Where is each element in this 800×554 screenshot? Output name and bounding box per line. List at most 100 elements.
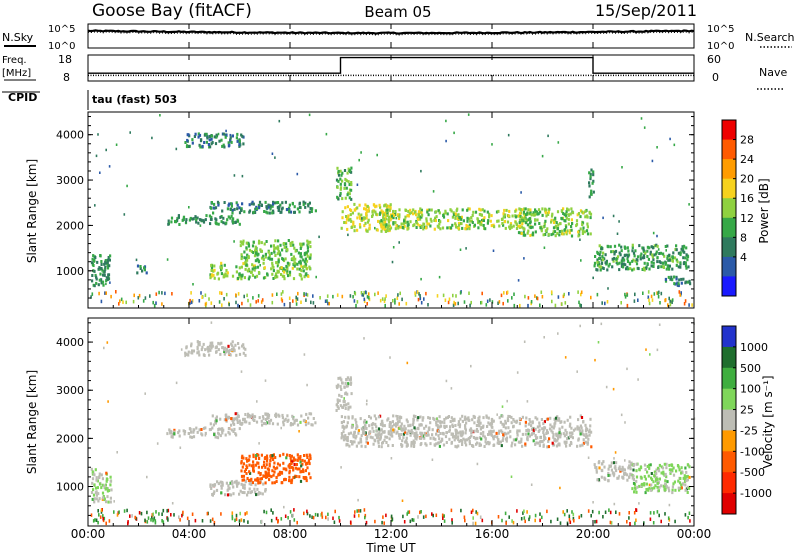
velocity-cell: [461, 443, 464, 446]
power-cell: [476, 218, 480, 222]
velocity-cell: [632, 481, 636, 485]
velocity-cell: [260, 519, 263, 524]
power-cell: [236, 207, 239, 211]
velocity-cell: [304, 469, 307, 473]
power-cell: [484, 227, 487, 231]
velocity-cell: [241, 483, 245, 487]
velocity-cell: [261, 465, 264, 469]
velocity-cell: [206, 345, 209, 349]
velocity-cell: [410, 444, 413, 448]
power-cell: [406, 220, 409, 224]
velocity-cell: [342, 403, 346, 407]
power-cell: [310, 210, 313, 213]
velocity-cell: [395, 414, 397, 418]
velocity-cell: [497, 438, 500, 442]
power-cell: [669, 137, 671, 141]
power-cell: [227, 215, 230, 219]
velocity-cell: [271, 422, 275, 426]
velocity-cell: [393, 428, 396, 432]
power-cell: [282, 290, 284, 294]
power-cell: [366, 204, 369, 208]
velocity-cell: [219, 352, 222, 356]
velocity-cell: [204, 431, 207, 435]
velocity-cell: [444, 435, 448, 439]
power-cell: [277, 239, 280, 243]
velocity-cell: [490, 423, 493, 427]
velocity-cell: [524, 442, 527, 446]
velocity-cell: [103, 484, 106, 488]
velocity-cell: [409, 433, 412, 437]
power-cell: [621, 262, 624, 266]
velocity-cell: [217, 341, 220, 345]
velocity-cell: [123, 509, 126, 513]
velocity-cell: [363, 424, 366, 428]
power-cell: [100, 260, 103, 263]
velocity-cell: [647, 487, 650, 491]
power-cell: [675, 258, 678, 262]
power-cell: [240, 253, 243, 257]
velocity-cell: [347, 382, 350, 386]
velocity-cell: [254, 478, 257, 482]
velocity-cell: [542, 422, 545, 426]
power-cell: [598, 265, 601, 269]
velocity-cell: [590, 430, 593, 434]
cpid-label: CPID: [8, 91, 37, 104]
velocity-cell: [419, 510, 421, 515]
power-cell: [514, 209, 517, 213]
velocity-cell: [438, 444, 441, 448]
velocity-cell: [296, 520, 298, 525]
velocity-cell: [382, 515, 384, 519]
velocity-cell: [586, 434, 589, 438]
velocity-cell: [341, 434, 344, 437]
velocity-cell: [524, 432, 527, 436]
velocity-cell: [341, 405, 344, 409]
velocity-cell: [351, 425, 354, 429]
velocity-cell: [584, 440, 587, 444]
power-cell: [276, 264, 279, 268]
velocity-cell: [363, 508, 366, 512]
velocity-cell: [473, 421, 476, 425]
velocity-cell: [593, 463, 596, 467]
power-cell: [269, 204, 272, 208]
velocity-cell: [474, 521, 477, 526]
power-cell: [581, 229, 584, 233]
power-cell: [519, 208, 522, 211]
power-cell: [339, 193, 342, 197]
power-cell: [685, 280, 688, 284]
power-cell: [265, 210, 268, 214]
velocity-cell: [535, 441, 538, 445]
velocity-cell: [538, 421, 541, 425]
power-cell: [621, 166, 623, 169]
power-cell: [421, 213, 424, 217]
power-cell: [268, 205, 271, 209]
power-cell: [252, 202, 255, 206]
velocity-cell: [303, 454, 306, 457]
power-cell: [644, 251, 647, 255]
power-cell: [492, 249, 495, 252]
velocity-cell: [425, 514, 427, 519]
date-title: 15/Sep/2011: [595, 1, 697, 20]
velocity-cell: [537, 430, 540, 433]
power-cell: [637, 267, 640, 271]
power-cell: [287, 239, 290, 242]
velocity-cell: [232, 492, 235, 496]
power-cell: [118, 302, 120, 306]
velocity-cell: [296, 453, 299, 457]
power-cell: [215, 222, 218, 226]
power-cell: [398, 208, 401, 212]
velocity-cell: [543, 436, 546, 440]
power-cell: [519, 224, 522, 228]
velocity-cell: [246, 477, 249, 480]
velocity-cell: [227, 427, 230, 431]
power-cell: [363, 297, 366, 302]
power-cell: [566, 229, 569, 233]
velocity-cell: [97, 492, 100, 496]
velocity-cell: [107, 400, 109, 403]
velocity-cell: [101, 491, 105, 495]
velocity-cell: [351, 416, 354, 420]
power-cell: [489, 219, 492, 223]
velocity-cell: [191, 349, 194, 353]
power-cell: [683, 302, 686, 306]
power-cell: [198, 299, 201, 303]
velocity-cell: [662, 484, 665, 488]
